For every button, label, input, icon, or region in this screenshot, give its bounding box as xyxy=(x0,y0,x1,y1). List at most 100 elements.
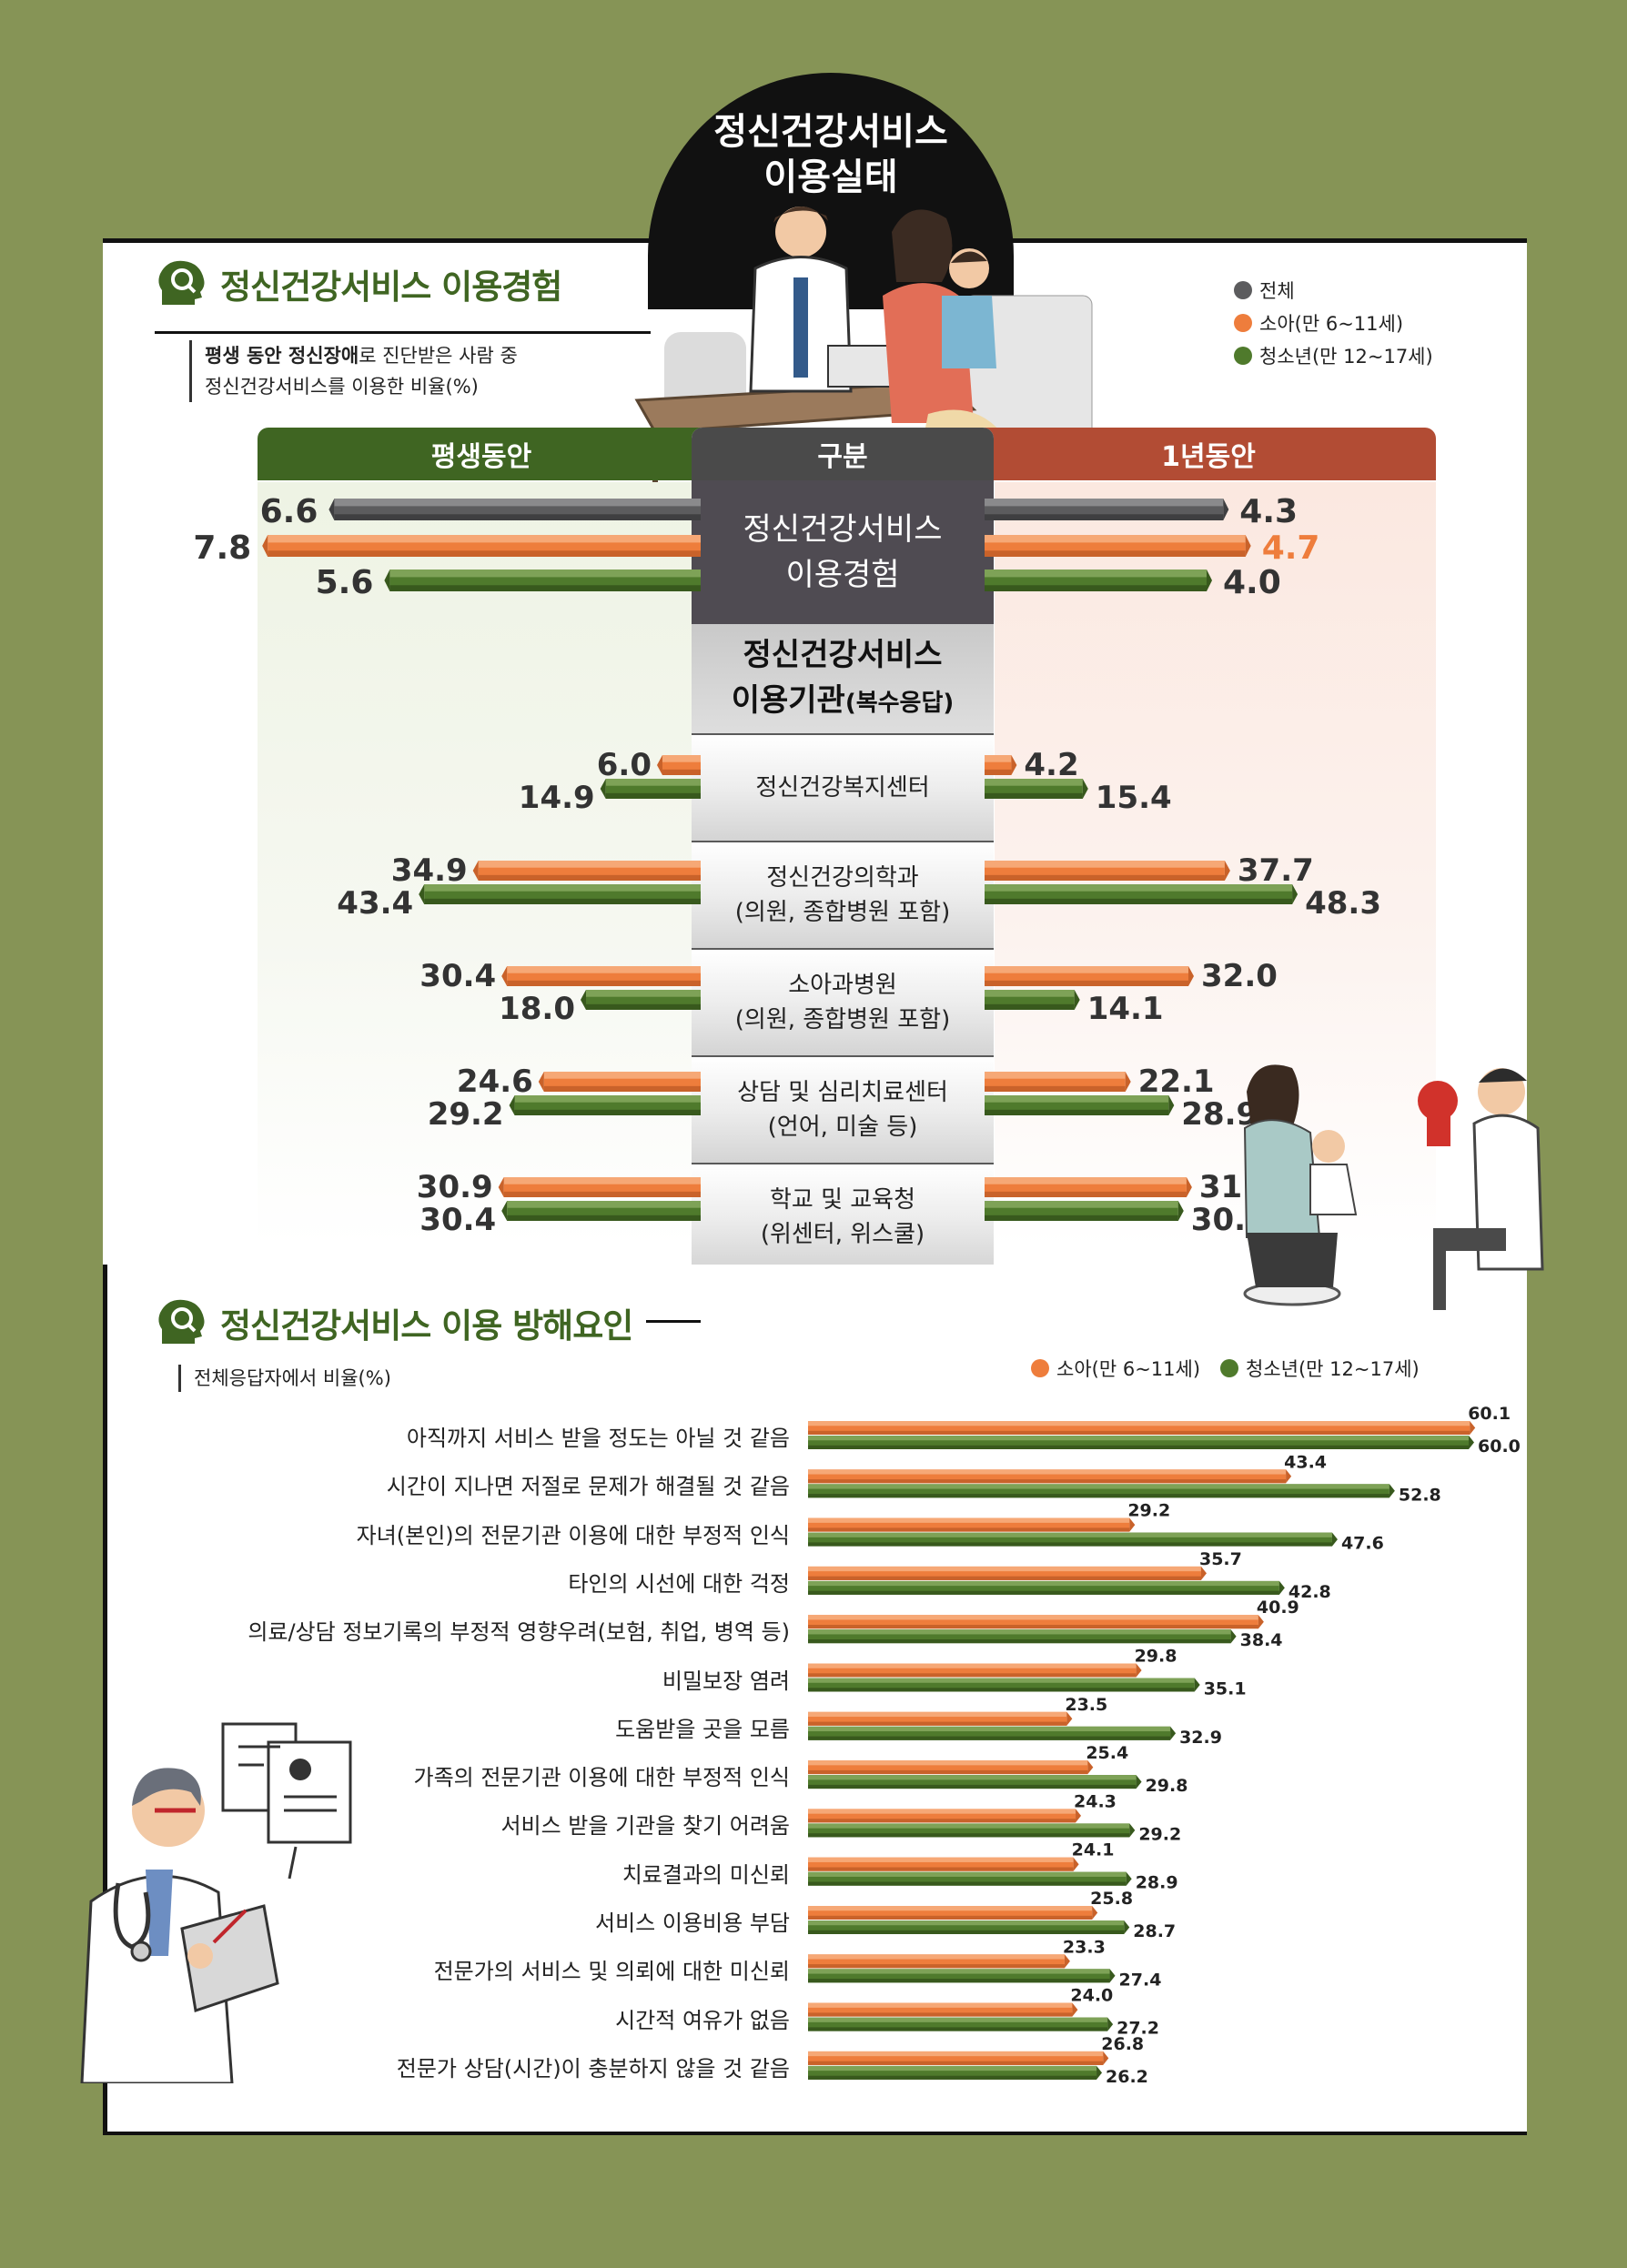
bar-lifetime-child xyxy=(472,861,701,881)
barrier-category-label: 시간이 지나면 저절로 문제가 해결될 것 같음 xyxy=(386,1474,790,1500)
value-label: 4.0 xyxy=(1223,564,1281,601)
category-sublabel: (의원, 종합병원 포함) xyxy=(734,1006,951,1033)
barrier-value-child: 40.9 xyxy=(1257,1598,1299,1618)
barrier-category-label: 도움받을 곳을 모름 xyxy=(615,1716,790,1742)
bar-one-year-teen xyxy=(985,1095,1175,1115)
bar-one-year-child xyxy=(985,966,1194,986)
barrier-bar-child xyxy=(808,1421,1476,1435)
barrier-value-teen: 28.7 xyxy=(1133,1921,1176,1941)
section1-title: 정신건강서비스 이용경험 xyxy=(220,267,562,307)
category-label: 학교 및 교육청 xyxy=(769,1186,916,1214)
barrier-value-child: 29.2 xyxy=(1127,1501,1170,1521)
legend-child-label: 소아(만 6~11세) xyxy=(1056,1358,1201,1380)
legend-total-dot xyxy=(1234,281,1252,299)
category-label: 정신건강의학과 xyxy=(766,864,919,892)
barrier-bar-teen xyxy=(808,1871,1132,1886)
frame-left-rule xyxy=(103,1265,107,2133)
category-cell: 학교 및 교육청 (위센터, 위스쿨) xyxy=(692,1163,994,1265)
value-label: 4.2 xyxy=(1024,747,1078,783)
value-label: 6.0 xyxy=(597,747,652,783)
bar-one-year-teen xyxy=(985,990,1080,1010)
barrier-category-label: 전문가의 서비스 및 의뢰에 대한 미신뢰 xyxy=(433,1959,790,1985)
legend-child-label: 소아(만 6~11세) xyxy=(1259,313,1404,335)
bar-one-year-experience xyxy=(985,499,1229,520)
note-rest: 로 진단받은 사람 중 xyxy=(359,345,518,367)
bar-one-year-teen xyxy=(985,884,1299,904)
barrier-bar-teen xyxy=(808,1484,1395,1498)
barrier-value-child: 24.1 xyxy=(1072,1840,1115,1860)
value-label: 32.0 xyxy=(1201,958,1278,994)
barrier-category-label: 자녀(본인)의 전문기관 이용에 대한 부정적 인식 xyxy=(356,1522,790,1548)
barrier-value-child: 60.1 xyxy=(1468,1404,1511,1424)
bar-one-year-teen xyxy=(985,779,1088,799)
barrier-value-teen: 27.4 xyxy=(1119,1970,1162,1990)
barrier-bar-child xyxy=(808,1663,1142,1678)
head-magnifier-icon xyxy=(158,1299,205,1344)
barrier-value-teen: 35.1 xyxy=(1204,1679,1247,1699)
barrier-value-teen: 38.4 xyxy=(1240,1630,1283,1650)
barrier-bar-teen xyxy=(808,1436,1474,1449)
barrier-bar-teen xyxy=(808,1823,1136,1838)
bar-lifetime-teen xyxy=(501,1201,701,1221)
bar-lifetime-teen xyxy=(509,1095,701,1115)
barrier-bar-teen xyxy=(808,1580,1285,1595)
barrier-bar-child xyxy=(808,1711,1073,1726)
value-label: 6.6 xyxy=(260,493,318,530)
bar-one-year-child xyxy=(985,1177,1192,1197)
barrier-bar-child xyxy=(808,1469,1292,1484)
puppet-therapy-illustration xyxy=(1243,1064,1544,1310)
category-experience-line2: 이용경험 xyxy=(785,557,900,593)
usage-butterfly-chart: 6.6 4.3 7.8 4.7 5.6 4.0 6.014.9 4.2 15.4 34.943.4… xyxy=(193,493,1381,1238)
value-label: 24.6 xyxy=(457,1063,533,1100)
barrier-bar-child xyxy=(808,1760,1094,1775)
value-label: 18.0 xyxy=(499,991,575,1027)
page-title: 정신건강서비스 이용실태 xyxy=(648,109,1014,200)
legend-teen-label: 청소년(만 12~17세) xyxy=(1259,346,1433,368)
note-bold: 평생 동안 정신장애 xyxy=(205,345,359,367)
institution-heading-main: 이용기관 xyxy=(731,681,845,719)
legend-child: 소아(만 6~11세) xyxy=(1031,1352,1200,1385)
legend-teen-dot xyxy=(1220,1359,1239,1377)
value-label: 48.3 xyxy=(1305,885,1381,922)
institution-heading-line2: 이용기관(복수응답) xyxy=(732,678,955,726)
barrier-bar-teen xyxy=(808,2065,1103,2080)
section2-heading: 정신건강서비스 이용 방해요인 xyxy=(155,1296,633,1349)
barrier-category-label: 비밀보장 염려 xyxy=(662,1668,790,1694)
barrier-value-child: 25.8 xyxy=(1090,1889,1133,1909)
barrier-category-label: 타인의 시선에 대한 걱정 xyxy=(568,1570,790,1597)
barrier-bar-teen xyxy=(808,1726,1177,1740)
barrier-bar-child xyxy=(808,1809,1082,1823)
bar-lifetime-child xyxy=(501,966,701,986)
bar-lifetime-experience xyxy=(384,570,701,591)
value-label: 14.9 xyxy=(519,780,595,816)
category-experience: 정신건강서비스 이용경험 xyxy=(692,480,994,624)
legend-teen: 청소년(만 12~17세) xyxy=(1220,1352,1420,1385)
section1-rule xyxy=(155,331,651,334)
value-label: 30.4 xyxy=(419,1202,496,1238)
institution-heading-suffix: (복수응답) xyxy=(844,689,955,717)
legend-child: 소아(만 6~11세) xyxy=(1234,307,1433,339)
barrier-value-teen: 29.2 xyxy=(1138,1824,1181,1844)
barrier-category-label: 시간적 여유가 없음 xyxy=(615,2007,790,2033)
category-label: 상담 및 심리치료센터 xyxy=(737,1079,948,1106)
legend-teen: 청소년(만 12~17세) xyxy=(1234,339,1433,372)
category-sublabel: (의원, 종합병원 포함) xyxy=(734,899,951,926)
barrier-bar-child xyxy=(808,1857,1079,1871)
section2-note: 전체응답자에서 비율(%) xyxy=(178,1365,391,1392)
bar-lifetime-teen xyxy=(600,779,701,799)
legend-child-dot xyxy=(1031,1359,1049,1377)
barrier-bar-teen xyxy=(808,1969,1116,1983)
category-cell: 상담 및 심리치료센터 (언어, 미술 등) xyxy=(692,1055,994,1163)
category-sublabel: (위센터, 위스쿨) xyxy=(760,1221,925,1248)
doctor-clipboard-illustration xyxy=(80,1722,352,2083)
category-label: 정신건강복지센터 xyxy=(755,774,930,801)
barrier-bar-child xyxy=(808,1906,1098,1920)
barrier-bar-child xyxy=(808,1615,1264,1629)
barrier-bar-child xyxy=(808,2002,1078,2017)
barrier-bar-child xyxy=(808,1566,1207,1580)
bar-lifetime-experience xyxy=(262,535,701,557)
legend-total: 전체 xyxy=(1234,274,1433,307)
barrier-value-child: 43.4 xyxy=(1284,1452,1327,1472)
bar-one-year-child xyxy=(985,1072,1131,1092)
barrier-value-teen: 28.9 xyxy=(1136,1873,1178,1893)
